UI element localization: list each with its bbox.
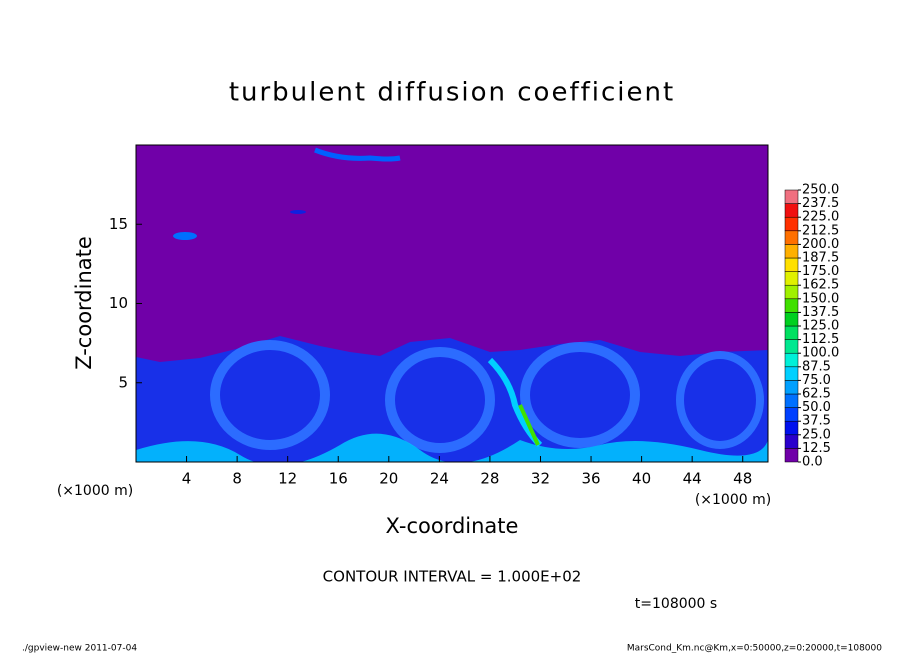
y-tick-label: 10 (109, 294, 128, 312)
colorbar-label: 225.0 (802, 210, 839, 225)
x-unit-label: (×1000 m) (695, 492, 771, 508)
colorbar-label: 162.5 (802, 278, 839, 293)
colorbar-band (784, 448, 799, 463)
footer-right: MarsCond_Km.nc@Km,x=0:50000,z=0:20000,t=… (627, 644, 882, 654)
colorbar-label: 150.0 (802, 291, 839, 306)
colorbar-band (784, 420, 799, 436)
x-tick-label: 32 (531, 470, 550, 488)
colorbar-band (784, 312, 799, 327)
colorbar-label: 175.0 (802, 264, 839, 279)
x-tick-label: 48 (733, 470, 752, 488)
colorbar-band (784, 230, 799, 245)
cloud (290, 210, 306, 214)
x-tick-label: 28 (480, 470, 499, 488)
colorbar-band (784, 434, 799, 449)
colorbar-label: 62.5 (802, 387, 831, 402)
colorbar-label: 112.5 (802, 332, 839, 347)
x-tick-label: 20 (379, 470, 398, 488)
colorbar-label: 212.5 (802, 223, 839, 238)
colorbar-label: 12.5 (802, 441, 831, 456)
colorbar-band (784, 393, 799, 408)
colorbar-band (784, 339, 799, 354)
colorbar-band (784, 244, 799, 259)
colorbar-label: 25.0 (802, 427, 831, 442)
y-axis-label: Z-coordinate (72, 236, 96, 370)
colorbar-band (784, 257, 799, 272)
x-tick-label: 36 (581, 470, 600, 488)
colorbar-band (784, 325, 799, 340)
x-unit-label: (×1000 m) (57, 483, 133, 499)
x-tick-label: 4 (182, 470, 192, 488)
x-tick-label: 16 (329, 470, 348, 488)
colorbar-label: 237.5 (802, 196, 839, 211)
colorbar-band (784, 216, 799, 232)
cloud (173, 232, 197, 240)
colorbar-band (784, 298, 799, 313)
contour-interval: CONTOUR INTERVAL = 1.000E+02 (323, 568, 582, 586)
colorbar-band (784, 380, 799, 395)
y-tick-label: 5 (118, 373, 128, 391)
colorbar-band (784, 352, 799, 368)
colorbar-label: 200.0 (802, 237, 839, 252)
colorbar-band (784, 203, 799, 218)
colorbar-label: 37.5 (802, 414, 831, 429)
eddy (210, 340, 330, 450)
colorbar-band (784, 366, 799, 381)
colorbar-band (784, 407, 799, 422)
x-tick-label: 24 (430, 470, 449, 488)
colorbar-label: 250.0 (802, 183, 839, 198)
cloud (314, 147, 401, 162)
colorbar-label: 75.0 (802, 373, 831, 388)
colorbar-label: 137.5 (802, 305, 839, 320)
eddy (676, 351, 764, 449)
colorbar-label: 50.0 (802, 400, 831, 415)
field (136, 147, 768, 462)
x-tick-label: 44 (683, 470, 702, 488)
plume-core (518, 404, 540, 446)
chart-title: turbulent diffusion coefficient (229, 78, 675, 108)
colorbar-label: 100.0 (802, 346, 839, 361)
y-tick-label: 15 (109, 215, 128, 233)
eddy (520, 342, 640, 448)
x-tick-label: 12 (278, 470, 297, 488)
surface-layer (136, 433, 768, 462)
footer-left: ./gpview-new 2011-07-04 (22, 644, 137, 654)
x-tick-label: 8 (232, 470, 242, 488)
colorbar-band (784, 189, 799, 204)
colorbar-band (784, 271, 799, 286)
colorbar-band (784, 284, 799, 300)
colorbar-label: 125.0 (802, 319, 839, 334)
colorbar-label: 187.5 (802, 251, 839, 266)
time-label: t=108000 s (635, 596, 717, 612)
colorbar-label: 87.5 (802, 359, 831, 374)
colorbar-label: 0.0 (802, 455, 823, 470)
x-axis-label: X-coordinate (386, 514, 519, 538)
eddy (385, 347, 495, 453)
x-tick-label: 40 (632, 470, 651, 488)
